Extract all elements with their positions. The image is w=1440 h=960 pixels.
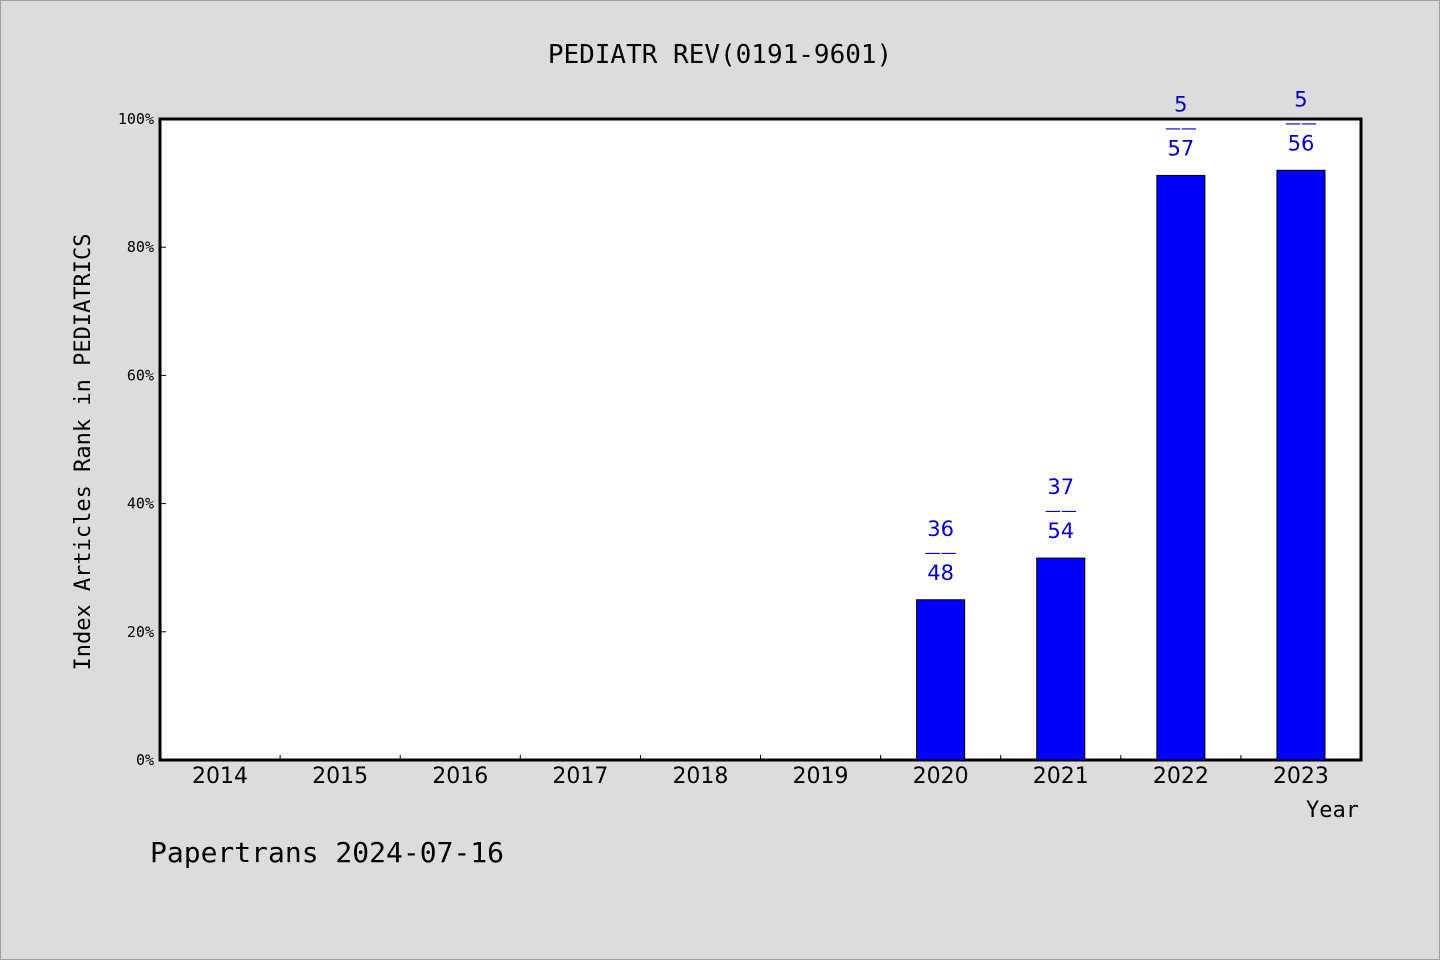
bar <box>916 599 966 761</box>
data-label-separator: —— <box>925 543 957 562</box>
y-axis: 0% 20% 40% 60% 80% 100% <box>118 110 166 769</box>
x-axis-label: Year <box>1306 798 1359 823</box>
x-tick-label: 2014 <box>192 764 248 789</box>
footer-text: Papertrans 2024-07-16 <box>150 836 504 869</box>
bars <box>916 169 1326 761</box>
data-label-total: 54 <box>1047 519 1074 543</box>
x-tick-label: 2019 <box>793 764 849 789</box>
x-tick-label: 2018 <box>672 764 728 789</box>
bar <box>1276 169 1326 761</box>
data-label-rank: 37 <box>1047 475 1074 499</box>
x-tick-label: 2017 <box>552 764 608 789</box>
x-tick-label: 2022 <box>1153 764 1209 789</box>
y-tick-label: 20% <box>127 623 154 641</box>
data-label-separator: —— <box>1165 118 1197 137</box>
y-axis-label: Index Articles Rank in PEDIATRICS <box>71 233 96 670</box>
data-label-separator: —— <box>1045 501 1077 520</box>
y-tick-label: 80% <box>127 238 154 256</box>
chart-title: PEDIATR REV(0191-9601) <box>548 40 892 70</box>
x-tick-label: 2020 <box>913 764 969 789</box>
bar <box>1036 557 1086 761</box>
data-label-separator: —— <box>1285 113 1317 132</box>
x-tick-label: 2016 <box>432 764 488 789</box>
x-axis: 2014 2015 2016 2017 2018 2019 2020 2021 2022 2023 <box>192 755 1329 789</box>
data-label-total: 48 <box>927 561 954 585</box>
data-label-total: 57 <box>1167 136 1194 160</box>
data-label-rank: 36 <box>927 517 954 541</box>
y-tick-label: 40% <box>127 495 154 513</box>
data-label-total: 56 <box>1288 131 1315 155</box>
y-tick-label: 0% <box>136 751 154 769</box>
x-tick-label: 2015 <box>312 764 368 789</box>
data-label-rank: 5 <box>1294 87 1307 111</box>
x-tick-label: 2023 <box>1273 764 1329 789</box>
data-label-rank: 5 <box>1174 92 1187 116</box>
y-tick-label: 100% <box>118 110 154 128</box>
bar <box>1156 174 1206 761</box>
x-tick-label: 2021 <box>1033 764 1089 789</box>
y-tick-label: 60% <box>127 366 154 384</box>
